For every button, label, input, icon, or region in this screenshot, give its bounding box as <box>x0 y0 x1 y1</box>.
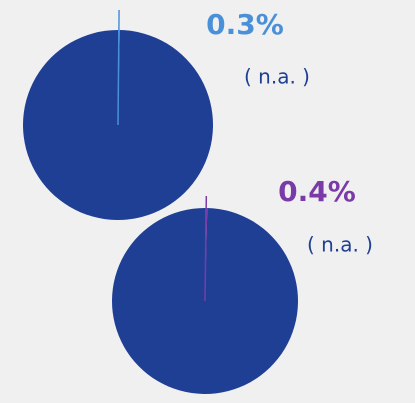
annotation: ( n.a. ) <box>307 233 373 257</box>
value-label: 0.3% <box>206 8 284 41</box>
annotation: ( n.a. ) <box>244 65 310 89</box>
leader-line <box>117 9 120 126</box>
leader-line <box>204 195 208 302</box>
pie-slice <box>22 30 213 220</box>
value-label: 0.4% <box>278 175 356 208</box>
pie-slice <box>111 208 298 395</box>
